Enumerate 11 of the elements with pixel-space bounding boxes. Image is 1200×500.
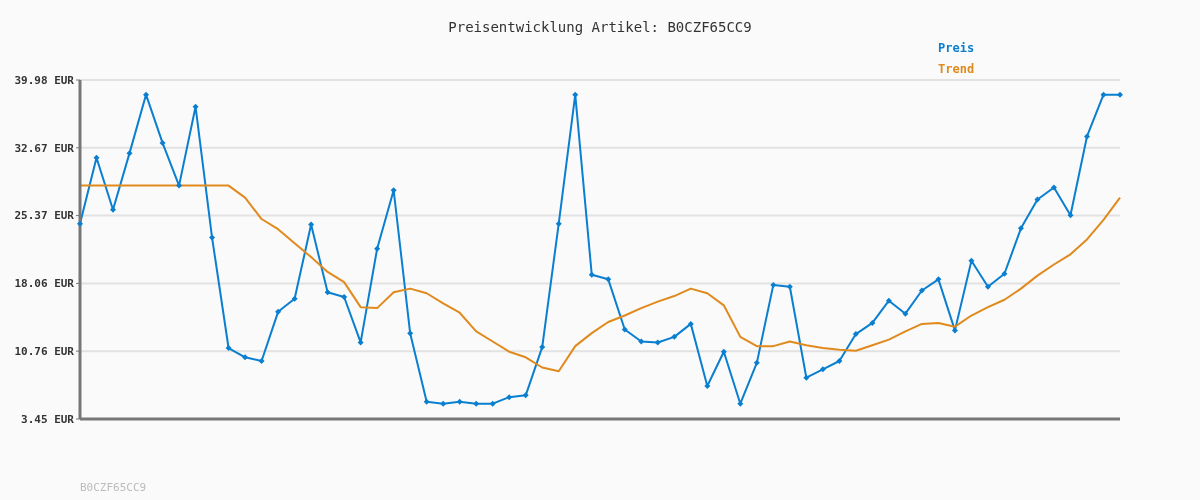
y-tick-label: 25.37 EUR (14, 209, 75, 223)
y-tick-label: 39.98 EUR (14, 73, 75, 87)
text: Preis (938, 40, 975, 57)
chart-title: Preisentwicklung Artikel: B0CZF65CC9 (447, 19, 753, 35)
y-tick-label: 10.76 EUR (14, 345, 75, 359)
y-tick-label: 18.06 EUR (14, 277, 75, 291)
y-tick-label: 32.67 EUR (14, 141, 75, 155)
text: Trend (938, 61, 975, 78)
text: B0CZF65CC9 (80, 481, 147, 494)
line-series (79, 184, 1121, 373)
y-tick-label: 3.45 EUR (21, 412, 75, 426)
